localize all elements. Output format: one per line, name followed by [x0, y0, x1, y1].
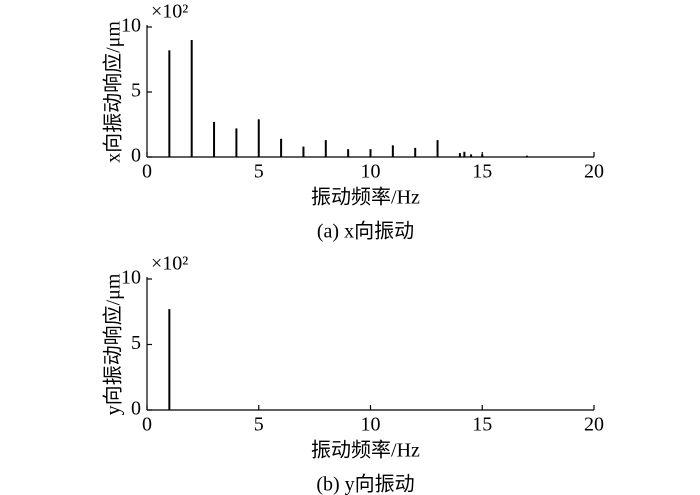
- caption: (b) y向振动: [316, 473, 414, 495]
- caption: (a) x向振动: [317, 220, 414, 243]
- x-tick-label: 10: [361, 161, 381, 183]
- y-tick-label: 5: [131, 332, 141, 354]
- x-tick-label: 15: [472, 161, 492, 183]
- x-tick-label: 15: [472, 414, 492, 436]
- x-tick-label: 0: [142, 161, 152, 183]
- y-axis-label: y向振动响应/μm: [102, 273, 125, 415]
- x-tick-label: 5: [254, 414, 264, 436]
- y-multiplier: ×10²: [151, 253, 188, 275]
- y-axis-label: x向振动响应/μm: [102, 21, 125, 163]
- y-tick-label: 5: [131, 80, 141, 102]
- y-tick-label: 0: [131, 398, 141, 420]
- y-tick-label: 10: [121, 15, 141, 37]
- x-axis-label: 振动频率/Hz: [311, 186, 420, 209]
- x-tick-label: 10: [361, 414, 381, 436]
- x-tick-label: 5: [254, 161, 264, 183]
- x-axis-label: 振动频率/Hz: [311, 439, 420, 462]
- x-tick-label: 20: [584, 161, 604, 183]
- x-tick-label: 0: [142, 414, 152, 436]
- y-multiplier: ×10²: [151, 1, 188, 23]
- y-tick-label: 10: [121, 267, 141, 289]
- y-tick-label: 0: [131, 145, 141, 167]
- x-tick-label: 20: [584, 414, 604, 436]
